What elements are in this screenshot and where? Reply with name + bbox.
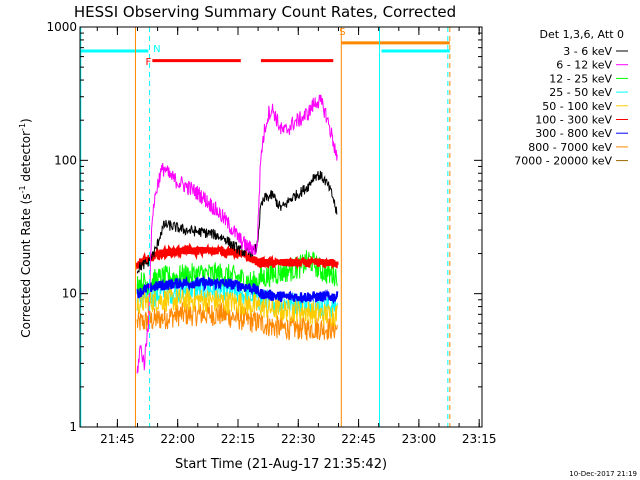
x-tick-label: 23:15	[462, 432, 497, 446]
y-label-mid: detector	[19, 131, 33, 186]
x-tick-label: 22:30	[281, 432, 316, 446]
series-line	[136, 170, 338, 275]
legend-label: 25 - 50 keV	[549, 86, 612, 99]
y-label-end: )	[19, 118, 33, 123]
legend-label: 7000 - 20000 keV	[514, 155, 612, 168]
x-tick-label: 21:45	[100, 432, 135, 446]
series-line	[136, 287, 338, 327]
series-line	[136, 275, 339, 305]
plot-frame	[79, 26, 483, 428]
chart-title: HESSI Observing Summary Count Rates, Cor…	[74, 3, 456, 21]
y-label-sup2: -1	[18, 123, 27, 131]
series-line	[136, 94, 338, 374]
legend-label: 100 - 300 keV	[535, 114, 612, 127]
x-tick-label: 22:45	[341, 432, 376, 446]
plot-area: NF S	[80, 27, 451, 427]
flag-label: N	[153, 44, 160, 55]
legend-label: 50 - 100 keV	[542, 100, 612, 113]
series-line	[135, 242, 339, 270]
y-tick-label: 1000	[46, 20, 77, 34]
date-stamp: 10-Dec-2017 21:19	[569, 470, 637, 478]
legend-title: Det 1,3,6, Att 0	[540, 28, 624, 41]
x-tick-label: 22:00	[160, 432, 195, 446]
legend-label: 3 - 6 keV	[563, 45, 612, 58]
x-tick-label: 23:00	[402, 432, 437, 446]
legend-label: 12 - 25 keV	[549, 72, 612, 85]
y-tick-label: 100	[54, 153, 77, 167]
legend-label: 800 - 7000 keV	[528, 141, 612, 154]
y-tick-label: 10	[62, 287, 77, 301]
flag-label: S	[339, 27, 345, 38]
flag-label: F	[146, 57, 152, 68]
y-label-sup1: -1	[18, 185, 27, 193]
x-axis-label: Start Time (21-Aug-17 21:35:42)	[175, 457, 387, 472]
legend-label: 300 - 800 keV	[535, 127, 612, 140]
y-tick-label: 1	[69, 420, 77, 434]
y-label-main: Corrected Count Rate (s	[19, 193, 33, 337]
y-axis-label: Corrected Count Rate (s-1 detector-1)	[18, 118, 33, 337]
series-line	[136, 250, 338, 295]
legend-label: 6 - 12 keV	[556, 59, 612, 72]
x-tick-label: 22:15	[221, 432, 256, 446]
axes: 21:45 22:00 22:15 22:30 22:45 23:00 23:15 1 10 10…	[46, 20, 496, 446]
